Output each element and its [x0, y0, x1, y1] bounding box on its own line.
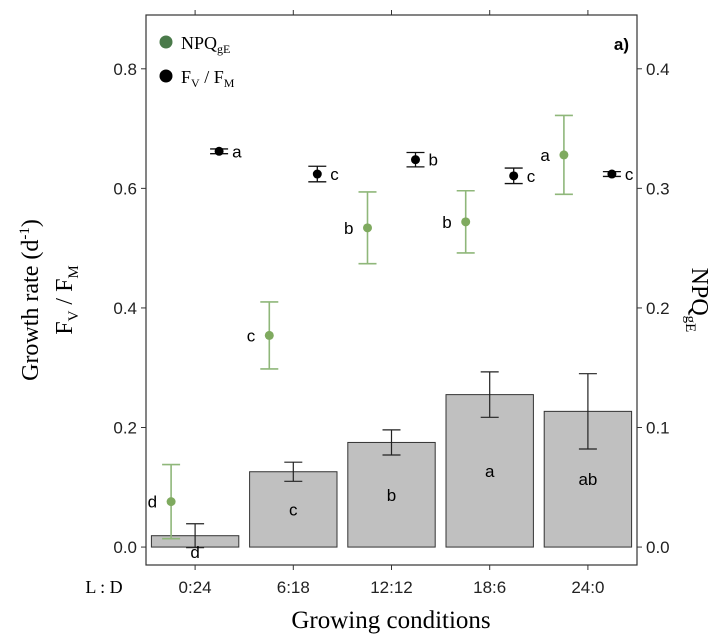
fvfm-significance-label: c [330, 165, 339, 184]
fvfm-significance-label: a [232, 142, 242, 161]
y-left-tick-label: 0.0 [113, 538, 137, 557]
fvfm-point [509, 171, 519, 181]
bar-significance-label: b [387, 486, 396, 505]
x-prefix-label: L : D [85, 577, 122, 597]
legend-marker-npq [159, 35, 173, 49]
y-right-tick-label: 0.0 [646, 538, 670, 557]
y-left-tick-label: 0.4 [113, 299, 137, 318]
npq-point [264, 330, 274, 340]
npq-significance-label: c [247, 326, 256, 345]
y-right-tick-label: 0.3 [646, 179, 670, 198]
fvfm-point [312, 169, 322, 179]
x-tick-label: 12:12 [370, 578, 413, 597]
bar-significance-label: ab [578, 470, 597, 489]
bar [249, 471, 338, 548]
npq-point [461, 217, 471, 227]
fvfm-point [411, 155, 420, 165]
y-left-tick-label: 0.6 [113, 179, 137, 198]
npq-significance-label: d [148, 493, 157, 512]
fvfm-point [607, 169, 617, 179]
x-axis-title: Growing conditions [291, 607, 490, 634]
npq-significance-label: b [442, 213, 451, 232]
fvfm-significance-label: c [527, 167, 536, 186]
y-left-tick-label: 0.8 [113, 60, 137, 79]
bar-significance-label: c [289, 500, 298, 519]
bar [347, 441, 436, 548]
npq-significance-label: b [344, 219, 353, 238]
panel-label: a) [614, 35, 629, 54]
plot-layer: 0.0 0.2 0.4 0.6 0.8 0.0 0.1 0.2 0.3 0.4 0:24 6:18 12… [17, 10, 712, 634]
legend-label-npq: NPQgE [181, 33, 230, 56]
legend-marker-fvfm [159, 69, 173, 83]
x-tick-label: 6:18 [277, 578, 310, 597]
x-tick-label: 18:6 [473, 578, 506, 597]
y-left-tick-label: 0.2 [113, 419, 137, 438]
x-tick-label: 0:24 [179, 578, 212, 597]
npq-point [559, 150, 569, 160]
legend-label-fvfm: FV / FM [181, 67, 235, 90]
npq-point [363, 223, 372, 233]
y-right-tick-label: 0.2 [646, 299, 670, 318]
y-right-title: NPQgE [682, 268, 712, 333]
y-right-tick-label: 0.4 [646, 60, 670, 79]
fvfm-significance-label: b [429, 151, 438, 170]
y-left-title-growth: Growth rate (d-1) [17, 219, 44, 381]
y-left-title-fvfm: FV / FM [52, 265, 82, 335]
npq-point [166, 497, 176, 507]
bar-significance-label: a [485, 462, 495, 481]
bar [445, 394, 534, 548]
npq-significance-label: a [540, 146, 550, 165]
y-right-tick-label: 0.1 [646, 419, 670, 438]
x-tick-label: 24:0 [571, 578, 604, 597]
fvfm-point [214, 146, 224, 156]
fvfm-significance-label: c [625, 165, 634, 184]
bar-significance-label: d [190, 543, 199, 562]
